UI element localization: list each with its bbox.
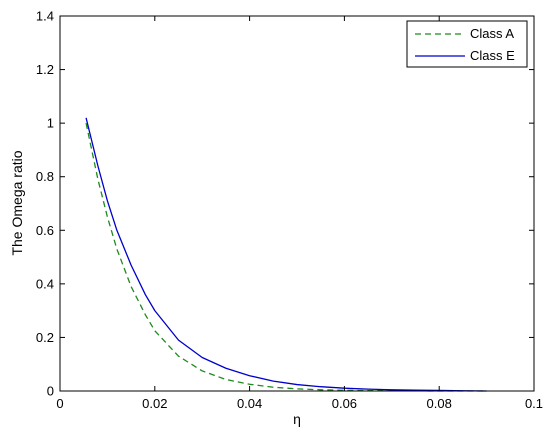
x-tick-label: 0.04 — [237, 396, 262, 411]
ticks-layer — [59, 15, 535, 392]
x-tick-label: 0.06 — [332, 396, 357, 411]
y-tick-label: 0 — [47, 384, 54, 399]
plot-frame — [59, 15, 535, 392]
y-tick-label: 0.8 — [36, 169, 54, 184]
legend: Class A Class E — [406, 20, 528, 68]
x-tick-label: 0.08 — [427, 396, 452, 411]
y-tick-label: 1 — [47, 116, 54, 131]
y-tick-label: 1.4 — [36, 9, 54, 24]
y-tick-label: 0.2 — [36, 330, 54, 345]
y-axis-label: The Omega ratio — [9, 150, 25, 255]
tick-labels-layer: 0 0.02 0.04 0.06 0.08 0.1 0 0.2 0.4 0.6 0.8 1 1.2 1.4 — [36, 9, 543, 412]
series-line-class-e — [85, 117, 487, 392]
x-tick-label: 0 — [56, 396, 63, 411]
x-tick-label: 0.1 — [525, 396, 543, 411]
y-tick-label: 1.2 — [36, 62, 54, 77]
y-tick-label: 0.4 — [36, 276, 54, 291]
legend-box — [406, 20, 528, 68]
plot-area — [60, 16, 534, 391]
x-axis-label: η — [293, 411, 301, 427]
legend-label-class-a: Class A — [470, 26, 514, 41]
legend-label-class-e: Class E — [470, 48, 515, 63]
x-tick-label: 0.02 — [142, 396, 167, 411]
y-tick-label: 0.6 — [36, 223, 54, 238]
